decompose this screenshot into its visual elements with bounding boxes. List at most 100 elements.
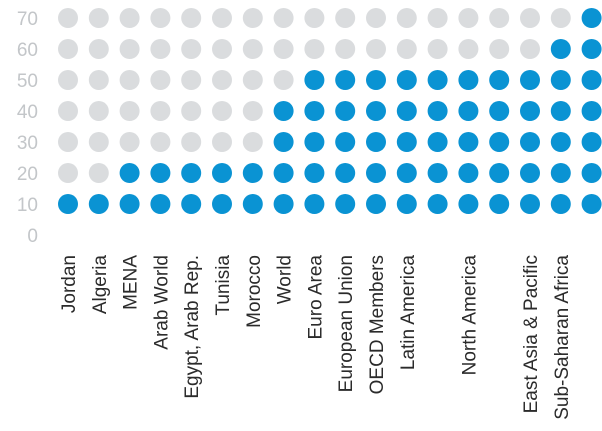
empty-dot [150, 39, 171, 59]
category-label: MENA [121, 255, 142, 310]
filled-dot [335, 163, 356, 183]
filled-dot [489, 163, 510, 183]
empty-dot [88, 101, 109, 121]
y-tick-label: 70 [17, 9, 38, 30]
filled-dot [427, 194, 448, 214]
empty-dot [242, 101, 263, 121]
empty-dot [242, 132, 263, 152]
filled-dot [304, 70, 325, 90]
empty-dot [212, 39, 232, 59]
y-tick-label: 50 [17, 71, 38, 92]
filled-dot [458, 132, 479, 152]
empty-dot [58, 132, 78, 152]
filled-dot [335, 70, 356, 90]
filled-dot [273, 163, 294, 183]
filled-dot [212, 163, 232, 183]
empty-dot [150, 132, 171, 152]
empty-dot [242, 39, 263, 59]
empty-dot [88, 163, 109, 183]
empty-dot [119, 70, 140, 90]
filled-dot [304, 101, 325, 121]
category-label: World [275, 255, 296, 304]
empty-dot [396, 8, 417, 28]
category-label: Euro Area [305, 255, 326, 340]
filled-dot [396, 70, 417, 90]
filled-dot [489, 101, 510, 121]
empty-dot [550, 8, 571, 28]
filled-dot [581, 163, 602, 183]
empty-dot [273, 39, 294, 59]
y-tick-label: 0 [27, 226, 38, 247]
empty-dot [88, 39, 109, 59]
empty-dot [212, 70, 232, 90]
empty-dot [366, 8, 386, 28]
category-label: Jordan [59, 255, 80, 313]
empty-dot [242, 70, 263, 90]
y-tick-label: 60 [17, 40, 38, 61]
filled-dot [335, 101, 356, 121]
filled-dot [242, 194, 263, 214]
x-axis-labels: Jordan Algeria MENA Arab World Egypt, Arab R… [59, 255, 573, 420]
empty-dot [181, 70, 202, 90]
filled-dot [427, 132, 448, 152]
filled-dot [581, 101, 602, 121]
filled-dot [550, 132, 571, 152]
y-tick-label: 10 [17, 195, 38, 216]
filled-dot [396, 101, 417, 121]
category-label: Tunisia [213, 255, 234, 316]
filled-dot [335, 132, 356, 152]
filled-dot [335, 194, 356, 214]
category-label: North America [459, 255, 480, 376]
filled-dot [366, 132, 386, 152]
category-label: Morocco [244, 255, 265, 328]
filled-dot [520, 132, 540, 152]
empty-dot [119, 132, 140, 152]
filled-dot [396, 194, 417, 214]
filled-dot [458, 194, 479, 214]
empty-dot [119, 8, 140, 28]
category-label: European Union [336, 255, 357, 392]
filled-dot [520, 163, 540, 183]
empty-dot [119, 39, 140, 59]
empty-dot [489, 39, 510, 59]
category-label: Algeria [90, 255, 111, 315]
empty-dot [181, 101, 202, 121]
empty-dot [212, 132, 232, 152]
filled-dot [550, 101, 571, 121]
filled-dot [273, 132, 294, 152]
category-label: Latin America [398, 255, 419, 371]
empty-dot [427, 39, 448, 59]
empty-dot [181, 8, 202, 28]
filled-dot [581, 39, 602, 59]
empty-dot [304, 8, 325, 28]
y-axis: 0 10 20 30 40 50 60 70 [17, 9, 38, 247]
filled-dot [181, 163, 202, 183]
empty-dot [489, 8, 510, 28]
empty-dot [58, 101, 78, 121]
filled-dot [489, 194, 510, 214]
filled-dot [520, 70, 540, 90]
empty-dot [181, 39, 202, 59]
empty-dot [58, 70, 78, 90]
filled-dot [581, 132, 602, 152]
filled-dot [366, 101, 386, 121]
empty-dot [88, 70, 109, 90]
category-label: East Asia & Pacific [521, 255, 542, 413]
filled-dot [119, 163, 140, 183]
empty-dot [88, 132, 109, 152]
filled-dot [150, 194, 171, 214]
empty-dot [335, 39, 356, 59]
empty-dot [212, 101, 232, 121]
empty-dot [181, 132, 202, 152]
filled-dot [88, 194, 109, 214]
empty-dot [273, 70, 294, 90]
empty-dot [212, 8, 232, 28]
filled-dot [396, 132, 417, 152]
empty-dot [520, 8, 540, 28]
filled-dot [581, 70, 602, 90]
empty-dot [58, 39, 78, 59]
filled-dot [304, 194, 325, 214]
filled-dot [119, 194, 140, 214]
category-label: OECD Members [367, 255, 388, 394]
